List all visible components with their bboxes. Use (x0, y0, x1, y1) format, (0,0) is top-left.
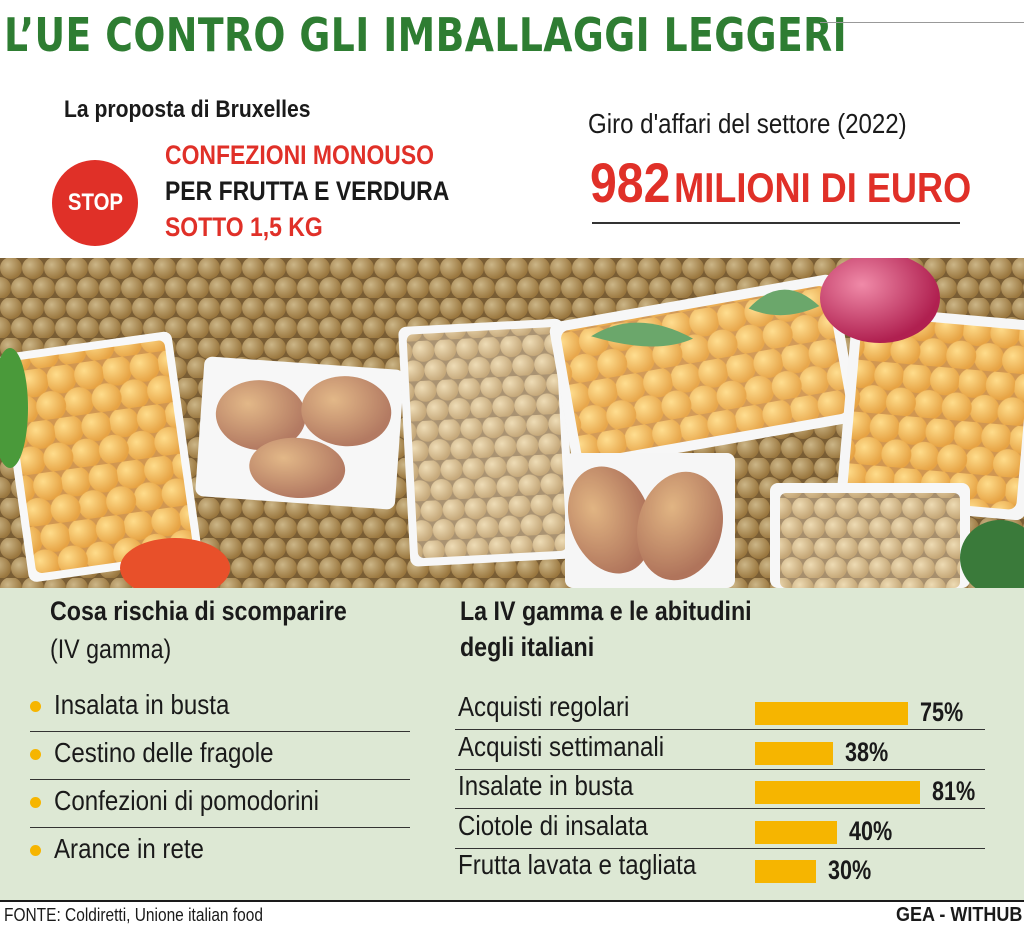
stop-label: STOP (67, 189, 123, 216)
turnover-label: Giro d'affari del settore (2022) (588, 108, 907, 139)
chart-row: Frutta lavata e tagliata 30% (455, 848, 985, 887)
chart-bar (755, 702, 908, 725)
list-item-label: Cestino delle fragole (54, 737, 274, 768)
proposal-line-3: SOTTO 1,5 KG (165, 212, 323, 242)
packaged-fruit-photo (0, 258, 1024, 588)
list-item: Cestino delle fragole (30, 731, 410, 780)
list-item: Arance in rete (30, 827, 410, 875)
chart-row: Acquisti regolari 75% (455, 690, 985, 730)
proposal-line-2: PER FRUTTA E VERDURA (165, 176, 450, 206)
bullet-icon (30, 845, 41, 856)
chart-row: Ciotole di insalata 40% (455, 809, 985, 849)
chart-value-label: 40% (848, 815, 892, 846)
chart-category-label: Acquisti regolari (458, 691, 630, 722)
chart-category-label: Frutta lavata e tagliata (458, 849, 697, 880)
risk-subtitle: (IV gamma) (50, 634, 172, 664)
chart-category-label: Insalate in busta (458, 770, 634, 801)
list-item-label: Insalata in busta (54, 689, 230, 720)
footer-rule (0, 900, 1024, 902)
list-item: Confezioni di pomodorini (30, 779, 410, 828)
page-title: L’UE CONTRO GLI IMBALLAGGI LEGGERI (4, 8, 848, 62)
chart-title-line-2: degli italiani (460, 632, 595, 662)
bullet-icon (30, 797, 41, 808)
source-note: FONTE: Coldiretti, Unione italian food (4, 905, 263, 925)
chart-title-line-1: La IV gamma e le abitudini (460, 596, 752, 626)
chart-value-label: 30% (828, 855, 872, 885)
list-item-label: Confezioni di pomodorini (54, 785, 320, 816)
chart-bar (755, 781, 921, 804)
turnover-number: 982 (590, 151, 671, 214)
chart-value-label: 81% (932, 776, 976, 806)
chart-value-label: 38% (844, 736, 888, 767)
packaged-fruit-illustration (0, 258, 1024, 588)
chart-bar (755, 860, 817, 883)
chart-bar (755, 820, 837, 844)
list-item: Insalata in busta (30, 683, 410, 732)
chart-row: Acquisti settimanali 38% (455, 730, 985, 770)
bullet-icon (30, 749, 41, 760)
chart-category-label: Ciotole di insalata (458, 809, 649, 841)
turnover-rule (592, 222, 960, 224)
chart-row: Insalate in busta 81% (455, 769, 985, 809)
proposal-line-1: CONFEZIONI MONOUSO (165, 140, 435, 170)
stop-badge: STOP (52, 160, 138, 246)
chart-value-label: 75% (920, 697, 964, 727)
top-rule (820, 22, 1024, 23)
proposal-heading: La proposta di Bruxelles (64, 96, 311, 123)
turnover-unit: MILIONI DI EURO (674, 164, 972, 211)
list-item-label: Arance in rete (54, 833, 204, 864)
chart-category-label: Acquisti settimanali (458, 730, 665, 762)
risk-title: Cosa rischia di scomparire (50, 596, 347, 626)
chart-bar (755, 741, 833, 765)
turnover-value: 982 MILIONI DI EURO (590, 150, 971, 215)
bullet-icon (30, 701, 41, 712)
credit: GEA - WITHUB (895, 904, 1022, 926)
